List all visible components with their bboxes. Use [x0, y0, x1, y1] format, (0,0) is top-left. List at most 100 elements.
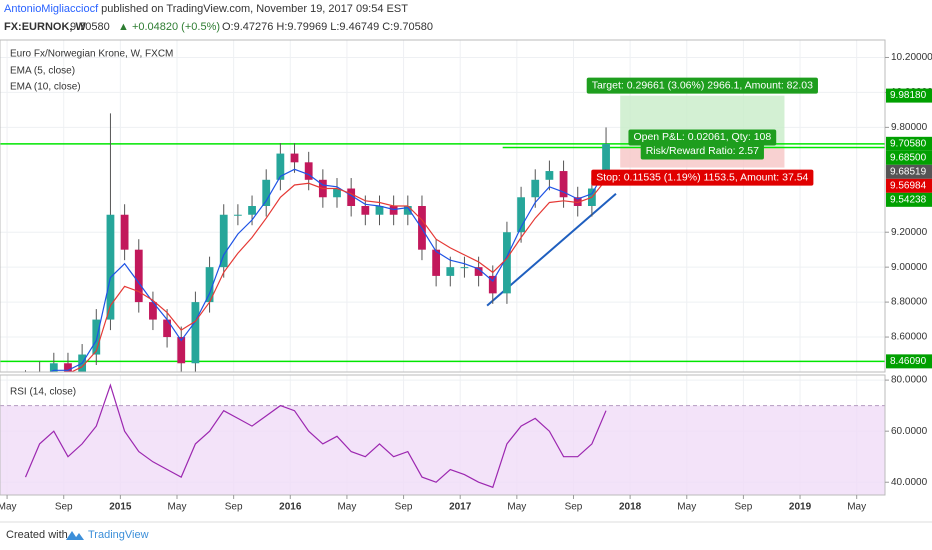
author[interactable]: AntonioMigliacciocf [4, 3, 99, 15]
rsi-plot [0, 375, 885, 495]
candle-body [503, 232, 511, 294]
x-tick-label: 2015 [109, 502, 132, 513]
x-tick-label: May [507, 502, 526, 513]
target-label-box: Target: 0.29661 (3.06%) 2966.1, Amount: … [586, 77, 818, 94]
candle-body [304, 162, 313, 180]
candle-body [488, 275, 497, 294]
candle-body [177, 337, 186, 364]
price-label-bg [886, 354, 932, 369]
candle-body [163, 319, 171, 338]
pnl-label: Open P&L: 0.02061, Qty: 108 [633, 131, 771, 143]
stop-label-bg [591, 169, 814, 186]
y-tick-label: 9.80000 [891, 122, 928, 133]
candle-body [120, 214, 129, 250]
candle-body [92, 319, 101, 355]
x-tick-label: May [677, 502, 696, 513]
x-tick-label: Sep [225, 502, 243, 513]
change: ▲ +0.04820 (+0.5%) [118, 21, 220, 33]
x-tick-label: 2018 [619, 502, 642, 513]
candle-body [573, 197, 582, 206]
pnl-label-bg [628, 129, 777, 146]
stop-label-box: Stop: 0.11535 (1.19%) 1153.5, Amount: 37… [591, 169, 814, 186]
y-tick-label: 9.00000 [891, 262, 928, 273]
rsi-line [24, 383, 607, 489]
candle-body [276, 153, 285, 180]
candle-body [602, 143, 610, 185]
rsi-pane [0, 374, 886, 496]
x-tick-label: Sep [565, 502, 583, 513]
footer-text: Created with [6, 529, 68, 541]
pnl-label-box: Open P&L: 0.02061, Qty: 108 [628, 129, 777, 146]
legend-ema5: EMA (5, close) [10, 66, 75, 77]
price-label: 9.56984 [890, 180, 927, 191]
candle-body [36, 372, 44, 381]
published: published on TradingView.com, November 1… [101, 3, 408, 15]
last-price: 9.70580 [70, 21, 110, 33]
y-tick-label: 8.60000 [891, 332, 928, 343]
rr-label: Risk/Reward Ratio: 2.57 [646, 145, 759, 157]
price-label: 9.68519 [890, 166, 927, 177]
candle-body [474, 267, 483, 276]
candle-body [361, 206, 370, 215]
x-tick-label: 2016 [279, 502, 302, 513]
candle-body [149, 302, 157, 320]
price-label: 9.54238 [890, 194, 927, 205]
main-pane [0, 39, 886, 373]
main-plot [0, 40, 885, 381]
candle-body [517, 197, 525, 233]
legend-ema10: EMA (10, close) [10, 82, 81, 93]
candle-body [290, 153, 299, 163]
x-tick-label: Sep [735, 502, 753, 513]
rr-label-bg [640, 143, 764, 160]
price-label-bg [886, 88, 932, 103]
brand-logo [66, 531, 84, 540]
x-tick-label: May [847, 502, 866, 513]
ema-line [48, 168, 607, 372]
candle-body [205, 267, 214, 303]
candle-body [333, 188, 341, 198]
price-label: 9.98180 [890, 90, 927, 101]
candle-body [219, 214, 228, 268]
rr-label-box: Risk/Reward Ratio: 2.57 [640, 143, 764, 160]
candle-body [403, 206, 412, 215]
candle-body [49, 363, 58, 372]
candle-body [64, 363, 72, 372]
candle-body [233, 214, 242, 216]
y-tick-label: 10.20000 [891, 52, 932, 63]
candle-body [446, 267, 455, 276]
price-label-bg [886, 150, 932, 165]
candle-body [106, 214, 115, 320]
price-label-bg [886, 136, 932, 151]
x-tick-label: Sep [55, 502, 73, 513]
brand[interactable]: TradingView [88, 529, 149, 541]
x-tick-label: 2017 [449, 502, 472, 513]
rsi-band [0, 405, 885, 495]
target-label: Target: 0.29661 (3.06%) 2966.1, Amount: … [592, 79, 813, 91]
candle-body [545, 171, 554, 180]
target-label-bg [586, 77, 818, 94]
candle-body [460, 267, 469, 269]
candle-body [375, 206, 384, 215]
price-label-bg [886, 164, 932, 179]
candle-body [559, 171, 568, 198]
stop-label: Stop: 0.11535 (1.19%) 1153.5, Amount: 37… [596, 171, 808, 183]
x-tick-label: Sep [395, 502, 413, 513]
candle-body [262, 179, 271, 206]
price-label: 8.46090 [890, 356, 927, 367]
y-tick-label: 60.0000 [891, 426, 928, 437]
y-tick-label: 40.0000 [891, 477, 928, 488]
x-tick-label: May [0, 502, 17, 513]
price-label-bg [886, 192, 932, 207]
candle-body [134, 249, 143, 303]
candle-body [191, 302, 200, 364]
main-title: Euro Fx/Norwegian Krone, W, FXCM [10, 49, 173, 60]
symbol: FX:EURNOK, W [4, 21, 87, 33]
candle-body [347, 188, 356, 206]
x-tick-label: 2019 [789, 502, 812, 513]
candle-body [248, 206, 256, 215]
price-label-bg [886, 178, 932, 193]
header: AntonioMigliacciocf published on Trading… [4, 3, 433, 33]
x-tick-label: May [168, 502, 187, 513]
candle-body [389, 206, 398, 215]
